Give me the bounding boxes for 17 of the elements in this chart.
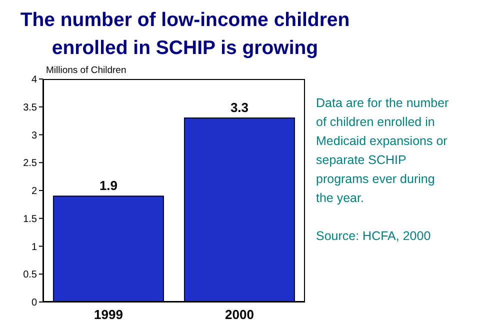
text: Data are for the number of children enrolled in Medicaid expansions or separate SCHIP programs ever during the year. [316,95,450,207]
y-tick-label: 1.5 [23,214,38,225]
y-tick-label: 0 [31,298,38,309]
y-tick-label: 2 [31,186,38,198]
chart-title: The number of low-income children enrolled in SCHIP is growing [19,8,351,61]
source-note: Source: HCFA, 2000 [316,228,432,245]
data-label: 1.9 [99,178,118,194]
y-tick-label: 4 [31,74,38,86]
y-tick-label: 2.5 [23,158,38,170]
y-axis-title: Millions of Children [46,65,126,76]
y-tick-label: 1 [31,242,38,253]
x-tick-label: 2000 [225,307,254,322]
data-label: 3.3 [230,100,249,116]
y-tick-label: 3 [31,130,38,142]
x-tick-label: 1999 [94,307,123,322]
y-tick-label: 0.5 [23,270,38,281]
y-tick-label: 3.5 [23,102,38,114]
